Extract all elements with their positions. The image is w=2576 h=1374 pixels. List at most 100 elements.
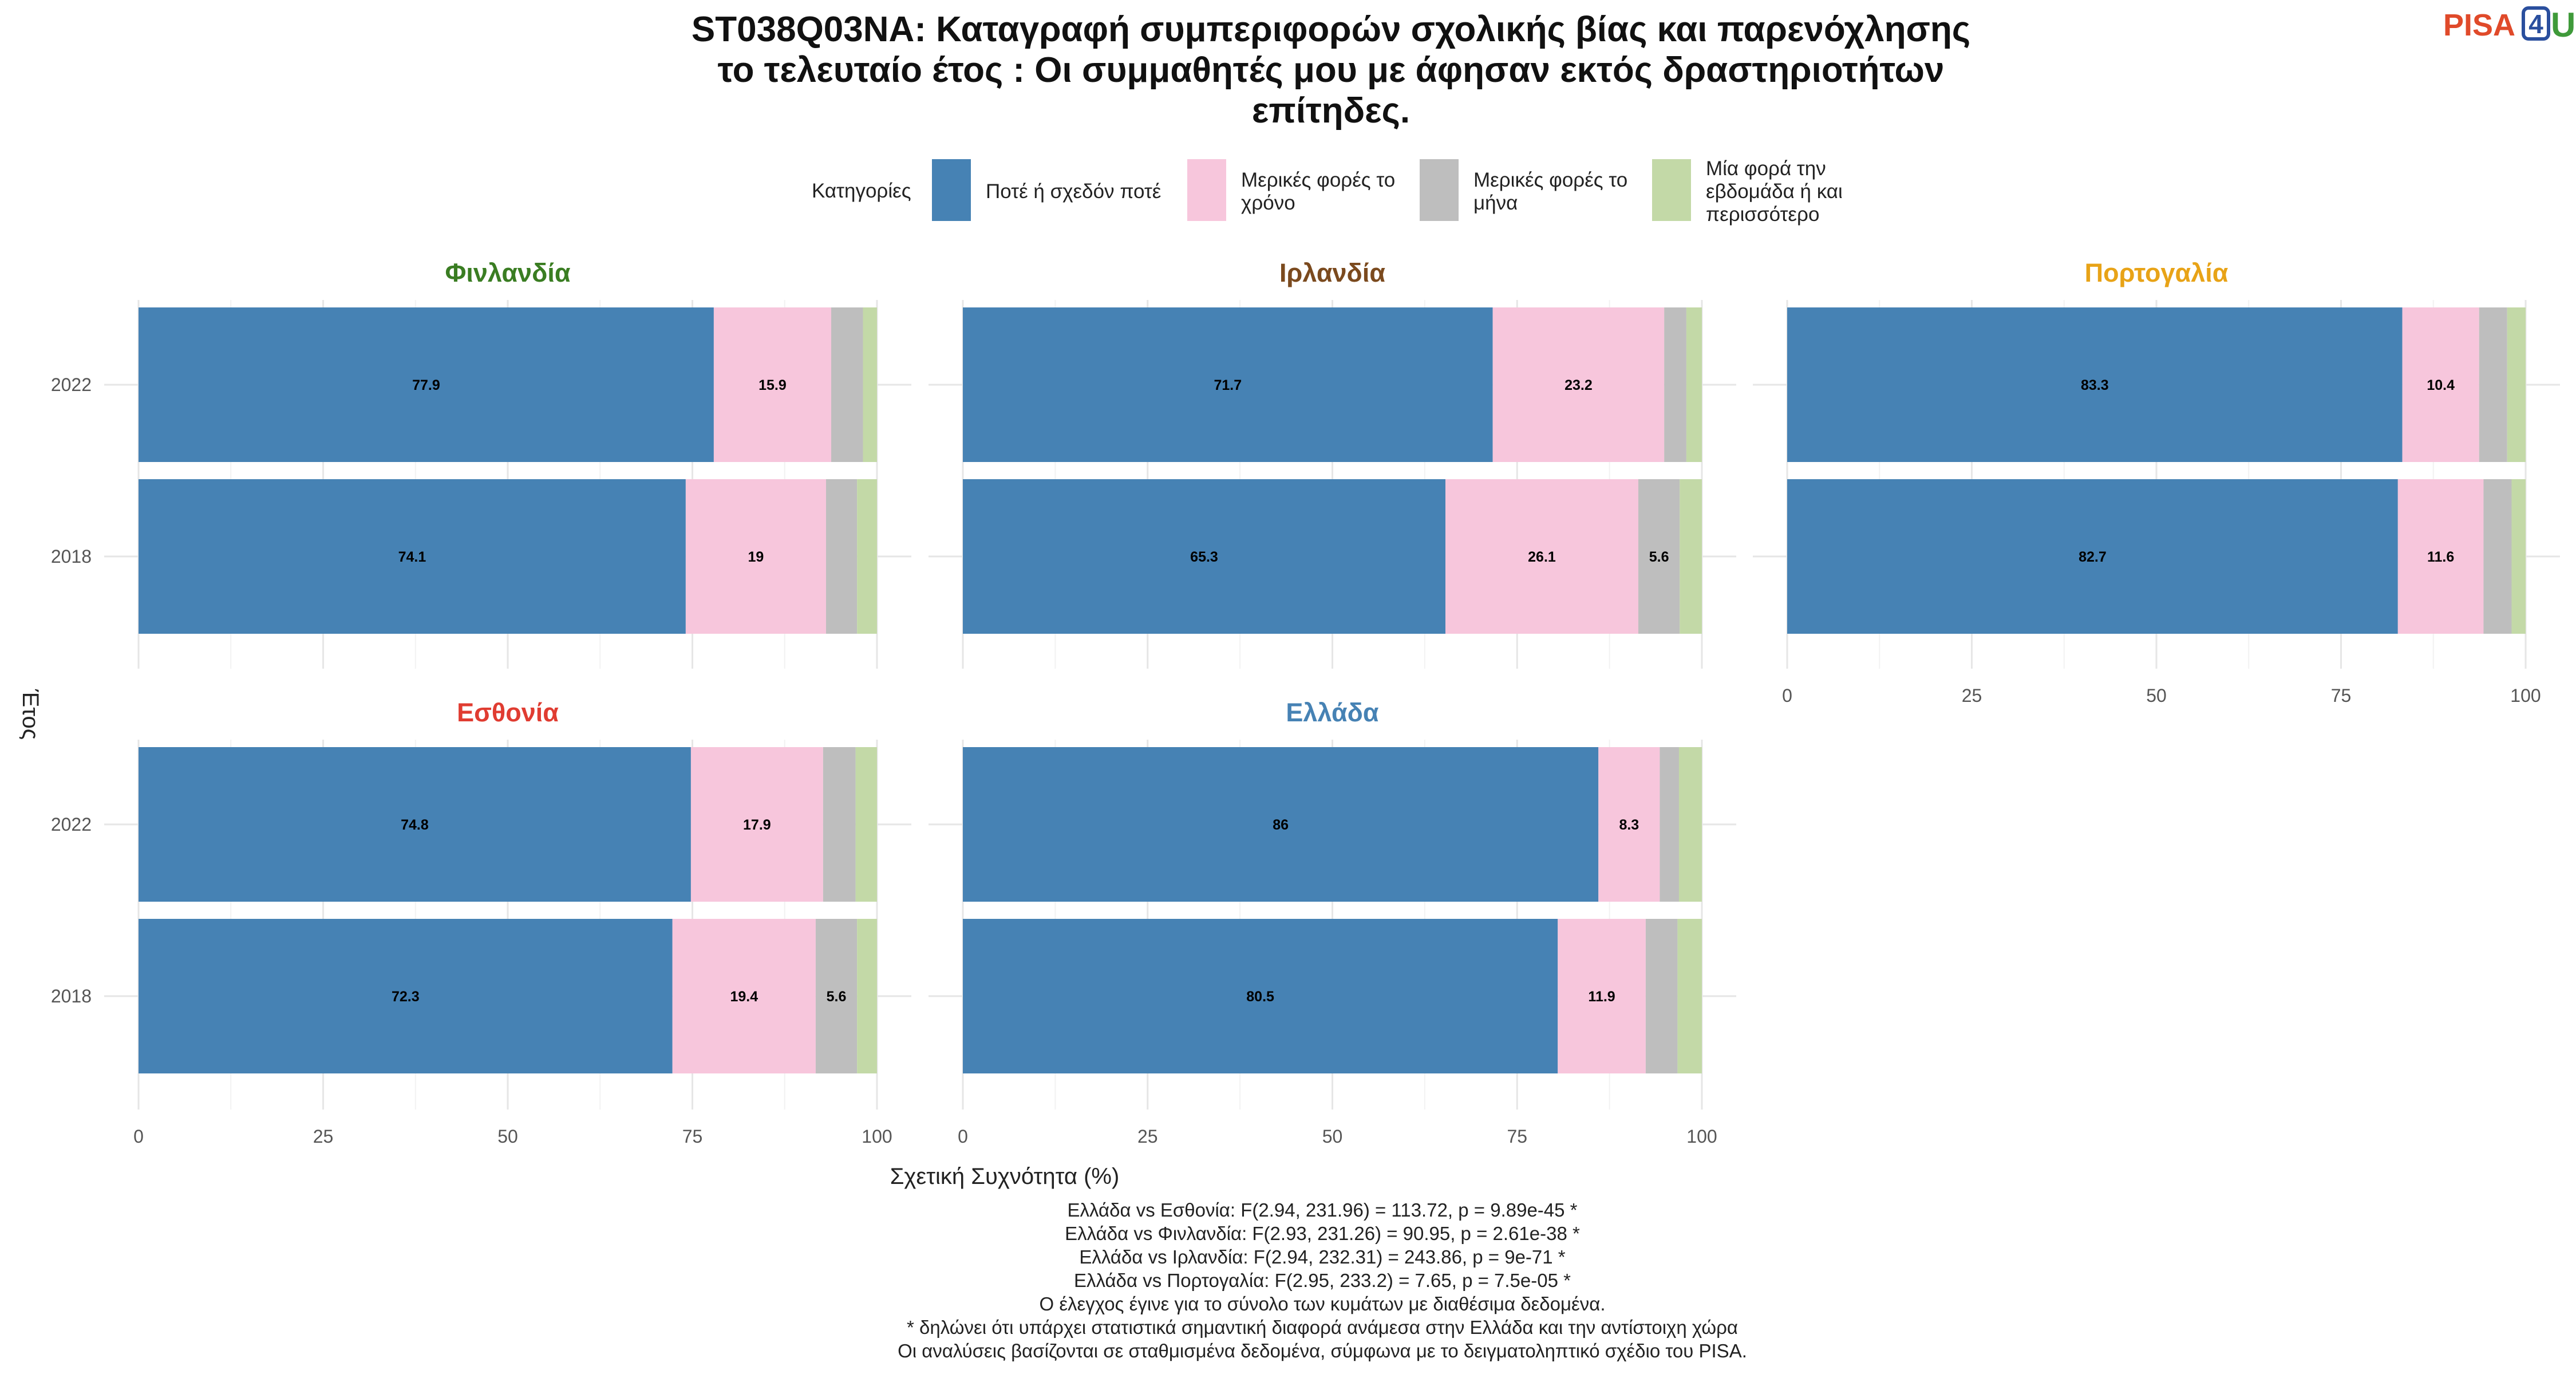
y-tick-label: 2018	[51, 986, 92, 1006]
bar-value-label: 74.8	[401, 817, 429, 833]
legend-label: εβδομάδα ή και	[1706, 180, 1843, 203]
bar-segment	[2479, 307, 2507, 462]
facet-panel: Φινλανδία 77.9 15.9 2022 74.1 19 2018	[51, 258, 911, 669]
bar-value-label: 82.7	[2079, 549, 2107, 565]
x-tick-label: 50	[2146, 685, 2167, 706]
legend: Κατηγορίες Ποτέ ή σχεδόν ποτέ Μερικές φορ…	[812, 157, 1843, 226]
stacked-bar: 65.3 26.1 5.6	[963, 479, 1702, 634]
bar-segment	[863, 307, 877, 462]
bar-segment	[963, 479, 1446, 634]
facet-panel: Ιρλανδία 71.7 23.2 65.3 26.1 5.6	[929, 258, 1736, 669]
bar-value-label: 5.6	[827, 989, 847, 1005]
caption-line-2: Ελλάδα vs Φινλανδία: F(2.93, 231.26) = 9…	[1065, 1223, 1580, 1244]
legend-label: χρόνο	[1241, 192, 1295, 214]
bar-value-label: 26.1	[1528, 549, 1556, 565]
legend-label: μήνα	[1473, 192, 1518, 214]
bar-segment	[690, 747, 823, 902]
x-tick-label: 0	[133, 1126, 144, 1147]
bar-segment	[1677, 919, 1702, 1073]
bar-segment	[1492, 307, 1665, 462]
stacked-bar: 71.7 23.2	[963, 307, 1702, 462]
bar-segment	[1645, 919, 1678, 1073]
bar-segment	[963, 747, 1599, 902]
x-tick-label: 100	[862, 1126, 892, 1147]
bar-segment	[2397, 479, 2484, 634]
facet-title: Ελλάδα	[1286, 698, 1378, 727]
facet-panel: Πορτογαλία 83.3 10.4 82.7 11.6 0 25 50 75 100	[1753, 258, 2560, 706]
stacked-bar: 86 8.3	[963, 747, 1702, 902]
legend-title: Κατηγορίες	[812, 180, 911, 202]
legend-label: Ποτέ ή σχεδόν ποτέ	[986, 180, 1161, 203]
bar-segment	[139, 479, 686, 634]
caption-line-4: Ελλάδα vs Πορτογαλία: F(2.95, 233.2) = 7…	[1074, 1270, 1571, 1291]
bar-value-label: 86	[1273, 817, 1289, 833]
x-tick-label: 75	[2331, 685, 2352, 706]
bar-value-label: 74.1	[398, 549, 426, 565]
x-tick-label: 25	[1962, 685, 1982, 706]
bar-segment	[2507, 307, 2526, 462]
stacked-bar: 83.3 10.4	[1787, 307, 2526, 462]
bar-value-label: 11.6	[2427, 549, 2454, 565]
bar-value-label: 15.9	[758, 377, 787, 393]
bar-segment	[963, 307, 1493, 462]
bar-value-label: 77.9	[412, 377, 440, 393]
bar-segment	[1787, 479, 2398, 634]
chart-title: ST038Q03NA: Καταγραφή συμπεριφορών σχολι…	[692, 10, 1970, 131]
legend-swatch	[1652, 159, 1691, 221]
caption-line-5: Ο έλεγχος έγινε για το σύνολο των κυμάτω…	[1040, 1293, 1606, 1314]
bar-segment	[139, 919, 673, 1073]
x-tick-label: 50	[497, 1126, 518, 1147]
bar-segment	[1558, 919, 1646, 1073]
stacked-bar: 74.8 17.9	[139, 747, 877, 902]
legend-swatch	[1187, 159, 1226, 221]
bar-segment	[1678, 747, 1702, 902]
bar-segment	[855, 747, 877, 902]
logo-u-text: U	[2551, 6, 2575, 44]
logo-pisa-text: PISA	[2443, 8, 2515, 42]
stacked-bar: 77.9 15.9	[139, 307, 877, 462]
bar-segment	[2483, 479, 2512, 634]
legend-swatch	[1420, 159, 1459, 221]
logo-four-text: 4	[2528, 9, 2543, 39]
bar-segment	[857, 919, 877, 1073]
bar-segment	[857, 479, 877, 634]
facet-panels: Φινλανδία 77.9 15.9 2022 74.1 19 2018 Ιρλανδία 7…	[51, 258, 2560, 1147]
legend-item: Ποτέ ή σχεδόν ποτέ	[932, 159, 1161, 221]
bar-segment	[1598, 747, 1660, 902]
bar-value-label: 17.9	[743, 817, 771, 833]
caption-line-3: Ελλάδα vs Ιρλανδία: F(2.94, 232.31) = 24…	[1079, 1246, 1565, 1268]
bar-segment	[139, 747, 691, 902]
x-tick-label: 25	[1137, 1126, 1158, 1147]
x-axis-title: Σχετική Συχνότητα (%)	[890, 1164, 1120, 1189]
bar-segment	[2511, 479, 2526, 634]
bar-value-label: 19.4	[730, 989, 758, 1005]
bar-value-label: 19	[748, 549, 764, 565]
bar-segment	[685, 479, 826, 634]
bar-value-label: 80.5	[1246, 989, 1274, 1005]
bar-segment	[1664, 307, 1686, 462]
bar-value-label: 5.6	[1649, 549, 1669, 565]
stacked-bar: 72.3 19.4 5.6	[139, 919, 877, 1073]
legend-label: Μερικές φορές το	[1473, 169, 1627, 191]
bar-segment	[672, 919, 816, 1073]
title-line-1: ST038Q03NA: Καταγραφή συμπεριφορών σχολι…	[692, 10, 1970, 49]
legend-label: Μία φορά την	[1706, 157, 1826, 180]
bar-segment	[825, 479, 858, 634]
bar-value-label: 23.2	[1564, 377, 1593, 393]
facet-title: Πορτογαλία	[2085, 258, 2229, 287]
caption-line-7: Οι αναλύσεις βασίζονται σε σταθμισμένα δ…	[898, 1340, 1747, 1361]
bar-segment	[1445, 479, 1638, 634]
bar-segment	[2402, 307, 2479, 462]
x-tick-label: 50	[1322, 1126, 1343, 1147]
x-tick-label: 100	[1686, 1126, 1717, 1147]
y-tick-label: 2022	[51, 374, 92, 395]
bar-value-label: 10.4	[2427, 377, 2455, 393]
x-tick-label: 25	[313, 1126, 334, 1147]
bar-segment	[1787, 307, 2403, 462]
bar-segment	[963, 919, 1558, 1073]
bar-value-label: 83.3	[2081, 377, 2109, 393]
x-tick-label: 75	[682, 1126, 703, 1147]
